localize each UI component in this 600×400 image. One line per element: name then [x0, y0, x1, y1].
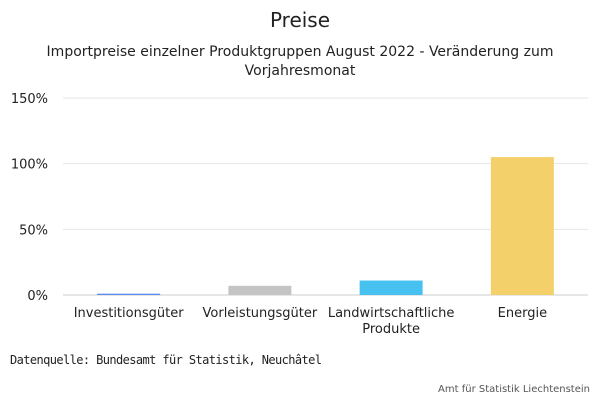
y-tick-label: 0%: [27, 289, 48, 304]
bar: [490, 157, 554, 295]
x-tick-label: Energie: [498, 306, 547, 321]
x-tick-label: Landwirtschaftliche: [328, 306, 455, 321]
y-tick-label: 100%: [11, 158, 48, 173]
bar: [97, 293, 161, 295]
y-tick-label: 50%: [19, 223, 48, 238]
bar: [359, 280, 423, 295]
chart-subtitle: Importpreise einzelner Produktgruppen Au…: [46, 44, 554, 79]
x-tick-label: Investitionsgüter: [74, 306, 185, 321]
y-tick-label: 150%: [11, 92, 48, 107]
bar: [228, 285, 292, 295]
publisher-credit: Amt für Statistik Liechtenstein: [438, 384, 590, 395]
x-tick-label: Vorleistungsgüter: [203, 306, 318, 321]
chart-title: Preise: [269, 8, 331, 32]
data-source-note: Datenquelle: Bundesamt für Statistik, Ne…: [10, 353, 322, 367]
x-tick-label: Produkte: [362, 322, 420, 337]
